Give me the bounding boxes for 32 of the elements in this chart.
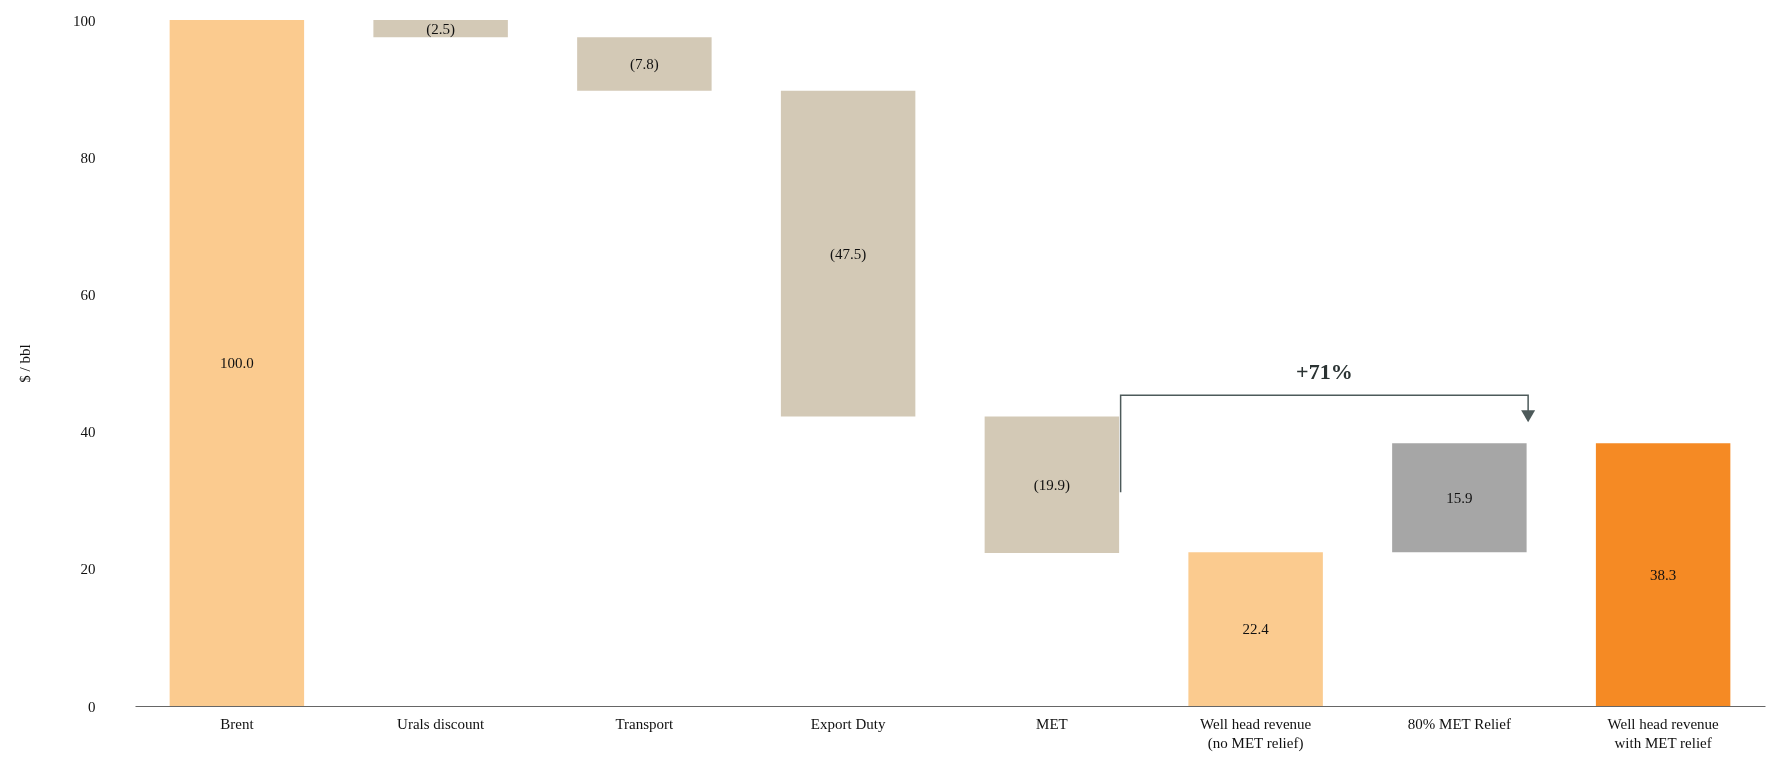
x-tick-label: Urals discount xyxy=(397,715,485,732)
data-label: 38.3 xyxy=(1650,566,1677,583)
y-tick-label: 40 xyxy=(80,424,96,441)
data-label: 22.4 xyxy=(1242,621,1270,638)
annotation: +71% xyxy=(1296,359,1353,385)
x-tick-label: Brent xyxy=(220,715,255,732)
data-label: (47.5) xyxy=(830,245,867,263)
x-tick-label: 80% MET Relief xyxy=(1407,715,1511,732)
y-tick-label: 0 xyxy=(88,698,96,715)
bar xyxy=(577,37,712,91)
bar xyxy=(1188,552,1323,706)
y-tick-label: 60 xyxy=(80,286,96,303)
bar xyxy=(373,20,508,38)
y-tick-label: 100 xyxy=(73,12,96,29)
data-label: (7.8) xyxy=(630,55,659,73)
x-tick-label: MET xyxy=(1036,715,1068,732)
data-label: 15.9 xyxy=(1446,489,1473,506)
y-tick-label: 20 xyxy=(80,561,96,578)
y-tick-label: 80 xyxy=(80,149,96,166)
bar xyxy=(169,20,305,706)
x-tick-label: Well head revenue with MET relief xyxy=(1607,715,1720,751)
x-tick-label: Export Duty xyxy=(810,715,886,732)
x-tick-label: Well head revenue (no MET relief) xyxy=(1200,715,1312,752)
bar xyxy=(984,416,1120,554)
data-label: (2.5) xyxy=(426,20,455,38)
bar xyxy=(1392,443,1527,553)
x-tick-label: Transport xyxy=(615,715,675,732)
data-label: (19.9) xyxy=(1033,476,1070,494)
bar xyxy=(780,90,916,417)
data-label: 100.0 xyxy=(220,355,254,371)
bar xyxy=(1595,443,1731,706)
y-axis-title: $ / bbl xyxy=(17,344,33,383)
